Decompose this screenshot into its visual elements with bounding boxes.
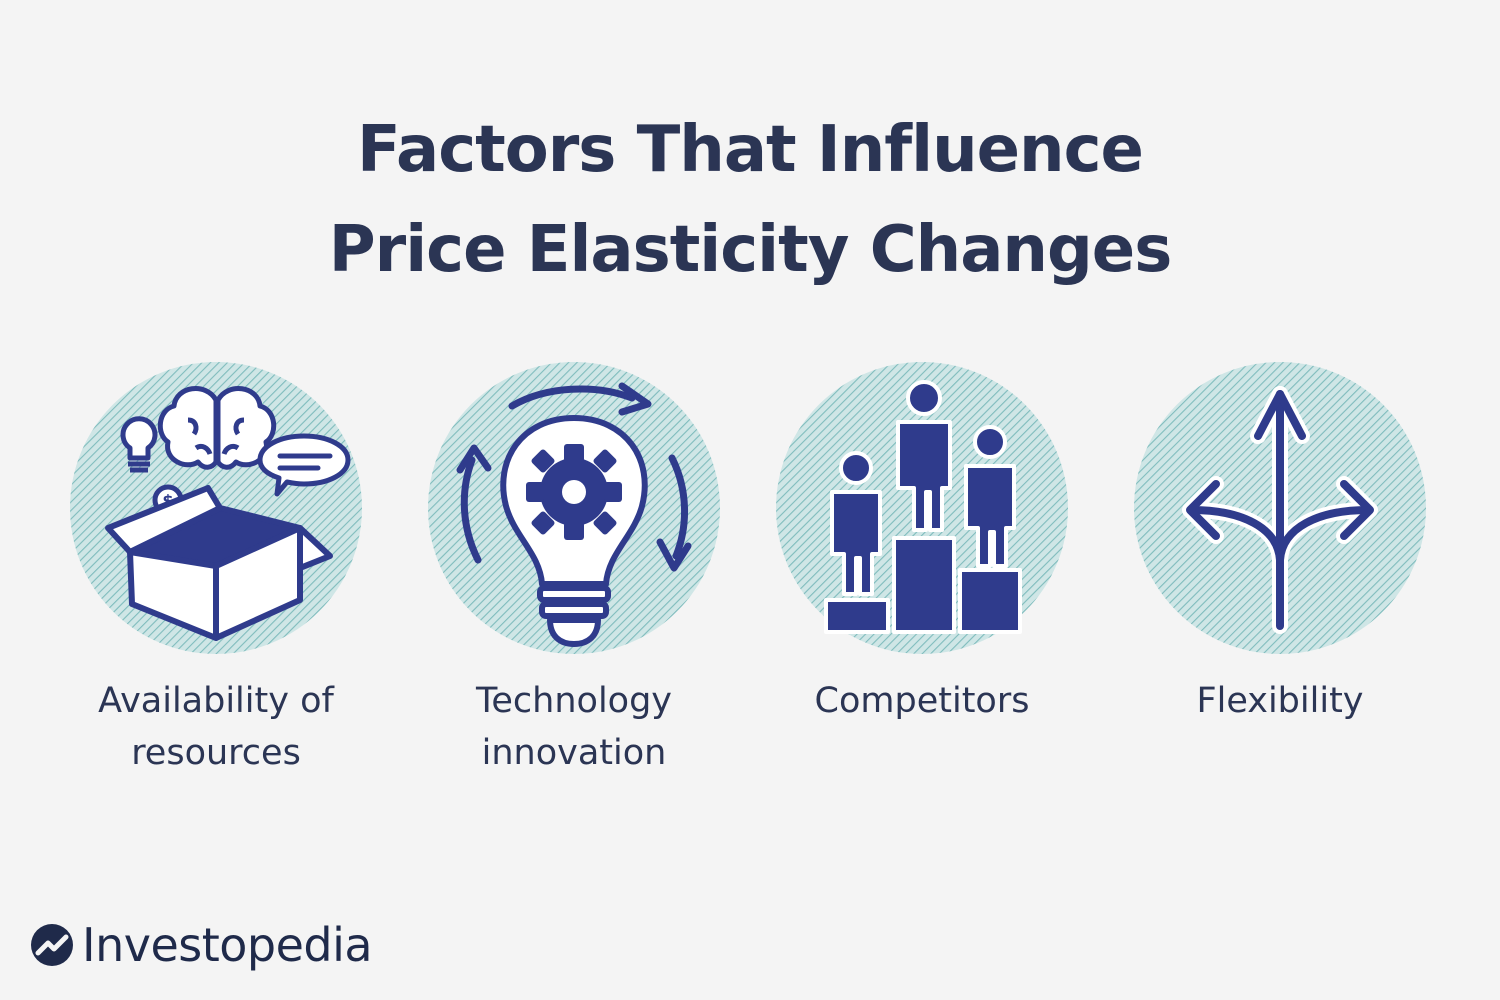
factor-label: Competitors [814, 681, 1030, 721]
open-box-ideas-icon: $ [68, 360, 364, 656]
factor-label: Availability of resources [98, 681, 334, 773]
page-title: Factors That Influence Price Elasticity … [0, 100, 1500, 300]
investopedia-logo: Investopedia [30, 915, 373, 975]
svg-text:$: $ [162, 491, 173, 510]
factor-label: Technology innovation [475, 681, 673, 773]
podium-people-icon [774, 360, 1070, 656]
title-line-2: Price Elasticity Changes [328, 213, 1173, 287]
factor-label: Flexibility [1196, 681, 1364, 721]
investopedia-logo-icon [31, 924, 73, 966]
lightbulb-gear-icon [426, 360, 722, 656]
title-line-1: Factors That Influence [357, 113, 1144, 187]
logo-text: Investopedia [82, 918, 373, 972]
split-arrows-icon [1132, 360, 1428, 656]
